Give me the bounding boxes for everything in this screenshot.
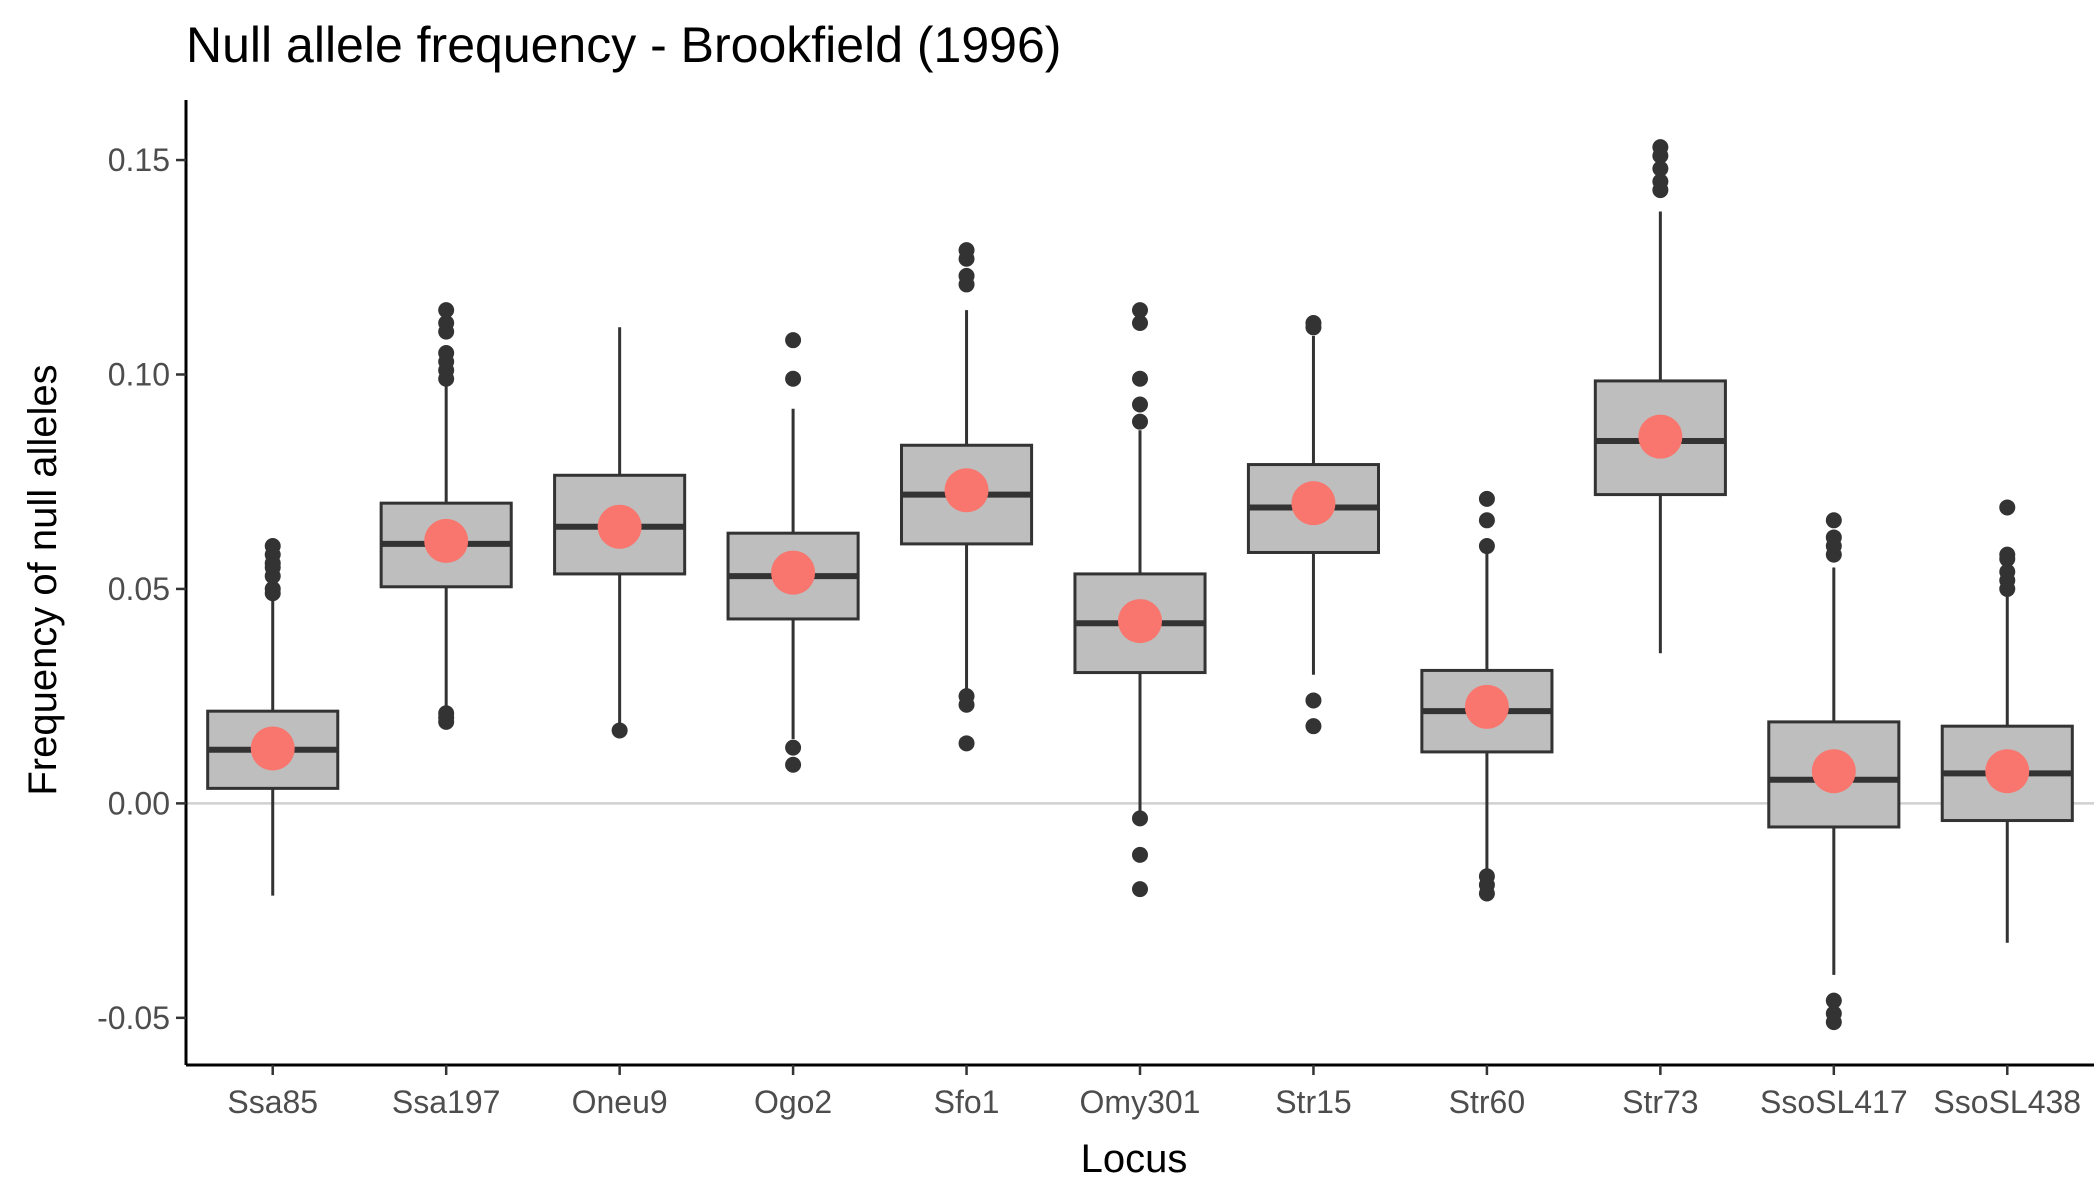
mean-point (944, 468, 989, 513)
y-tick-label: 0.00 (108, 785, 170, 821)
box-group-oneu9 (553, 327, 687, 739)
outlier-point (785, 756, 802, 773)
x-tick-label: Str15 (1275, 1084, 1351, 1120)
outlier-point (1478, 538, 1495, 555)
mean-point (1464, 684, 1509, 729)
outlier-point (438, 345, 455, 362)
outlier-point (1132, 370, 1148, 387)
x-tick-label: SsoSL438 (1933, 1084, 2081, 1120)
outlier-point (1132, 315, 1148, 332)
outlier-point (1999, 546, 2016, 563)
box-group-str15 (1246, 315, 1380, 735)
outlier-point (958, 735, 975, 752)
outlier-point (1478, 490, 1495, 507)
x-tick-label: Sfo1 (934, 1084, 1000, 1120)
outlier-point (1478, 512, 1495, 529)
outlier-point (1652, 173, 1669, 190)
mean-point (1118, 599, 1162, 644)
outlier-point (1652, 160, 1669, 177)
outlier-point (1999, 499, 2016, 516)
outlier-point (438, 705, 455, 722)
box-group-ogo2 (726, 332, 860, 773)
box-group-omy301 (1073, 302, 1207, 898)
outlier-point (264, 580, 281, 597)
outlier-point (1825, 529, 1842, 546)
x-tick-label: Omy301 (1080, 1084, 1201, 1120)
x-tick-label: Ssa197 (392, 1084, 501, 1120)
outlier-point (438, 302, 455, 319)
outlier-point (1132, 302, 1148, 319)
outlier-point (1132, 881, 1148, 898)
outlier-point (958, 267, 975, 284)
plot-area: -0.05 0.00 0.05 0.10 0.15 Ssa85 Ssa197 Oneu9 Ogo… (97, 100, 2094, 1120)
y-tick-label: 0.05 (108, 571, 170, 607)
box-group-sfo1 (900, 242, 1034, 752)
mean-point (1638, 414, 1683, 459)
box-group-ssa197 (379, 302, 513, 730)
x-tick-label: Str60 (1449, 1084, 1525, 1120)
mean-point (1291, 481, 1336, 526)
mean-point (771, 550, 816, 595)
mean-point (1985, 749, 2030, 794)
chart-title: Null allele frequency - Brookfield (1996… (186, 17, 1061, 73)
outlier-point (1652, 139, 1669, 156)
outlier-point (1478, 868, 1495, 885)
outlier-point (958, 242, 975, 259)
outlier-point (1132, 396, 1148, 413)
outlier-point (1825, 992, 1842, 1009)
outlier-point (1999, 563, 2016, 580)
outlier-point (785, 370, 802, 387)
mean-point (250, 726, 295, 771)
y-tick-label: 0.15 (108, 142, 170, 178)
box-group-str60 (1420, 490, 1554, 902)
outlier-point (611, 722, 628, 739)
outlier-point (438, 315, 455, 332)
box-group-ssosl417 (1767, 512, 1901, 1031)
outlier-point (1825, 1005, 1842, 1022)
outlier-point (1825, 512, 1842, 529)
box-group-ssa85 (206, 538, 340, 896)
outlier-point (264, 538, 281, 555)
x-tick-label: Str73 (1622, 1084, 1698, 1120)
y-tick-label: -0.05 (97, 1000, 170, 1036)
outlier-point (1132, 810, 1148, 827)
box-group-str73 (1593, 139, 1727, 654)
outlier-point (1305, 718, 1322, 735)
outlier-point (785, 739, 802, 756)
x-axis-title: Locus (1081, 1137, 1188, 1181)
x-tick-label: SsoSL417 (1760, 1084, 1908, 1120)
x-tick-label: Oneu9 (572, 1084, 668, 1120)
box-group-ssosl438 (1940, 499, 2074, 943)
x-tick-label: Ssa85 (227, 1084, 318, 1120)
outlier-point (1305, 692, 1322, 709)
y-tick-label: 0.10 (108, 356, 170, 392)
outlier-point (958, 688, 975, 705)
outlier-point (1132, 846, 1148, 863)
outlier-point (785, 332, 802, 349)
outlier-point (1305, 315, 1322, 332)
x-tick-label: Ogo2 (754, 1084, 832, 1120)
mean-point (597, 504, 642, 549)
mean-point (424, 518, 469, 563)
y-axis-title: Frequency of null alleles (21, 364, 65, 795)
mean-point (1811, 749, 1856, 794)
outlier-point (1132, 413, 1148, 430)
